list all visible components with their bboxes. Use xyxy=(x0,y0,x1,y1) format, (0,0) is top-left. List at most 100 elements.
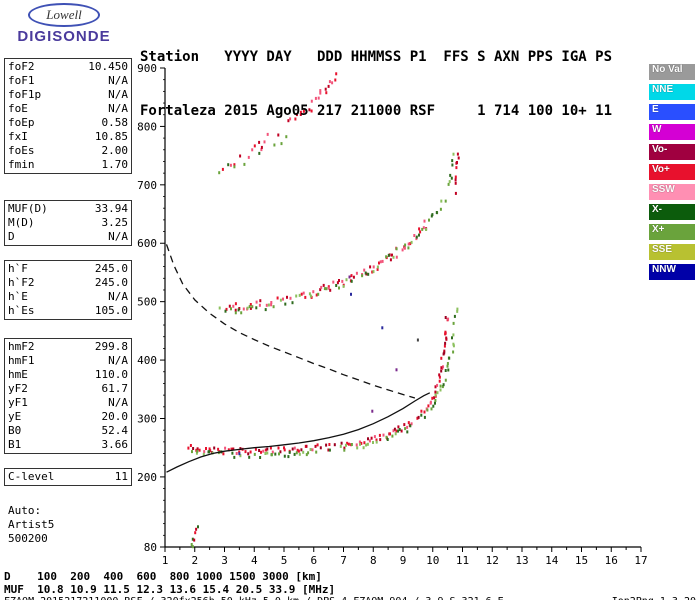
axis-tick-label: 1 xyxy=(162,554,169,567)
axis-tick-label: 300 xyxy=(137,412,157,425)
axis-tick-label: 400 xyxy=(137,354,157,367)
param-group: foF2 10.450 foF1 N/A foF1p N/A foE N/A foEp 0.58 f… xyxy=(4,58,132,174)
param-name: yE xyxy=(8,410,22,423)
param-row-hmf1: hmF1 N/A xyxy=(8,354,128,368)
param-row-fof1: foF1 N/A xyxy=(8,74,128,88)
param-name: fxI xyxy=(8,130,28,143)
param-value: 61.7 xyxy=(101,382,129,395)
param-value: 0.58 xyxy=(101,116,129,129)
param-name: D xyxy=(8,230,15,243)
axis-tick-label: 700 xyxy=(137,179,157,192)
legend-item-nne: NNE xyxy=(649,84,695,100)
param-row-hme: hmE 110.0 xyxy=(8,368,128,382)
series-es-scatter xyxy=(190,525,199,549)
axis-tick-label: 17 xyxy=(634,554,647,567)
axis-tick-label: 500 xyxy=(137,296,157,309)
axis-tick-label: 10 xyxy=(426,554,439,567)
series-2f-multiple-o-mode xyxy=(225,219,428,312)
param-row-yf1: yF1 N/A xyxy=(8,396,128,410)
legend: No Val NNE E W Vo- Vo+ SSW X- X+ SSE NNW xyxy=(649,64,697,284)
param-value: N/A xyxy=(108,74,128,87)
param-name: yF1 xyxy=(8,396,28,409)
series-true-height-profile xyxy=(166,392,431,473)
param-value: N/A xyxy=(108,354,128,367)
param-value: 105.0 xyxy=(94,304,128,317)
param-value: 10.450 xyxy=(88,60,128,73)
param-row-hes: h`Es 105.0 xyxy=(8,304,128,318)
panel-footer-line: 500200 xyxy=(8,532,48,545)
param-value: 1.70 xyxy=(101,158,129,171)
axis-tick-label: 7 xyxy=(340,554,347,567)
axis-tick-label: 2 xyxy=(191,554,198,567)
status-file-info: FZAOM_2015217211000.RSF / 320fx256h 50 k… xyxy=(4,596,504,600)
axis-tick-label: 600 xyxy=(137,237,157,250)
param-row-b0: B0 52.4 xyxy=(8,424,128,438)
status-bar: FZAOM_2015217211000.RSF / 320fx256h 50 k… xyxy=(4,596,696,600)
param-row-foep: foEp 0.58 xyxy=(8,116,128,130)
series-sporadic-noise xyxy=(238,275,419,456)
logo-brand: Lowell xyxy=(46,7,82,22)
distance-row: D 100 200 400 600 800 1000 1500 3000 [km… xyxy=(4,570,322,583)
legend-item-w: W xyxy=(649,124,695,140)
legend-item-nnw: NNW xyxy=(649,264,695,280)
legend-item-vo+: Vo+ xyxy=(649,164,695,180)
param-name: C-level xyxy=(8,470,55,483)
series-2f-multiple-x-mode xyxy=(218,152,455,315)
param-name: foEs xyxy=(8,144,35,157)
legend-item-x+: X+ xyxy=(649,224,695,240)
param-name: MUF(D) xyxy=(8,202,48,215)
axis-tick-label: 12 xyxy=(486,554,499,567)
param-name: B1 xyxy=(8,438,22,451)
panel-footer-line: Artist5 xyxy=(8,518,55,531)
param-row-foes: foEs 2.00 xyxy=(8,144,128,158)
axis-tick-label: 200 xyxy=(137,471,157,484)
muf-row: MUF 10.8 10.9 11.5 12.3 13.6 15.4 20.5 3… xyxy=(4,583,336,596)
param-name: foF2 xyxy=(8,60,35,73)
param-value: 3.25 xyxy=(101,216,129,229)
header-line-values: Fortaleza 2015 Ago05 217 211000 RSF 1 71… xyxy=(140,103,613,119)
station-header: Station YYYY DAY DDD HHMMSS P1 FFS S AXN… xyxy=(140,12,612,156)
param-value: 3.66 xyxy=(101,438,129,451)
panel-footer-line: Auto: xyxy=(8,504,42,517)
axis-tick-label: 16 xyxy=(605,554,618,567)
param-value: N/A xyxy=(108,88,128,101)
legend-item-ssw: SSW xyxy=(649,184,695,200)
series-f-trace-o-mode xyxy=(187,316,450,456)
param-name: B0 xyxy=(8,424,22,437)
axis-tick-label: 80 xyxy=(144,541,157,554)
legend-item-vo-: Vo- xyxy=(649,144,695,160)
logo-product: DIGISONDE xyxy=(17,28,111,45)
axis-tick-label: 8 xyxy=(370,554,377,567)
param-value: 245.0 xyxy=(94,262,128,275)
series-3f-multiple-o-mode xyxy=(221,72,338,171)
param-name: foF1p xyxy=(8,88,42,101)
param-row-b1: B1 3.66 xyxy=(8,438,128,452)
axis-tick-label: 11 xyxy=(456,554,469,567)
status-program-version: Ion2Png 1.3.20 xyxy=(612,596,696,600)
axis-tick-label: 3 xyxy=(221,554,228,567)
param-row-fxi: fxI 10.85 xyxy=(8,130,128,144)
legend-item-x-: X- xyxy=(649,204,695,220)
param-name: h`E xyxy=(8,290,28,303)
axis-tick-label: 800 xyxy=(137,120,157,133)
param-row-ye: yE 20.0 xyxy=(8,410,128,424)
param-row-yf2: yF2 61.7 xyxy=(8,382,128,396)
param-row-clevel: C-level 11 xyxy=(8,470,128,484)
param-name: foE xyxy=(8,102,28,115)
param-value: 2.00 xyxy=(101,144,129,157)
legend-item-e: E xyxy=(649,104,695,120)
param-value: 299.8 xyxy=(94,340,128,353)
param-name: hmF2 xyxy=(8,340,35,353)
param-row-mufd: MUF(D) 33.94 xyxy=(8,202,128,216)
param-value: 110.0 xyxy=(94,368,128,381)
param-row-d: D N/A xyxy=(8,230,128,244)
param-row-hmf2: hmF2 299.8 xyxy=(8,340,128,354)
axis-tick-label: 900 xyxy=(137,62,157,75)
axis-tick-label: 6 xyxy=(310,554,317,567)
param-row-fof1p: foF1p N/A xyxy=(8,88,128,102)
param-value: 52.4 xyxy=(101,424,129,437)
axis-tick-label: 15 xyxy=(575,554,588,567)
param-name: M(D) xyxy=(8,216,35,229)
axis-tick-label: 4 xyxy=(251,554,258,567)
